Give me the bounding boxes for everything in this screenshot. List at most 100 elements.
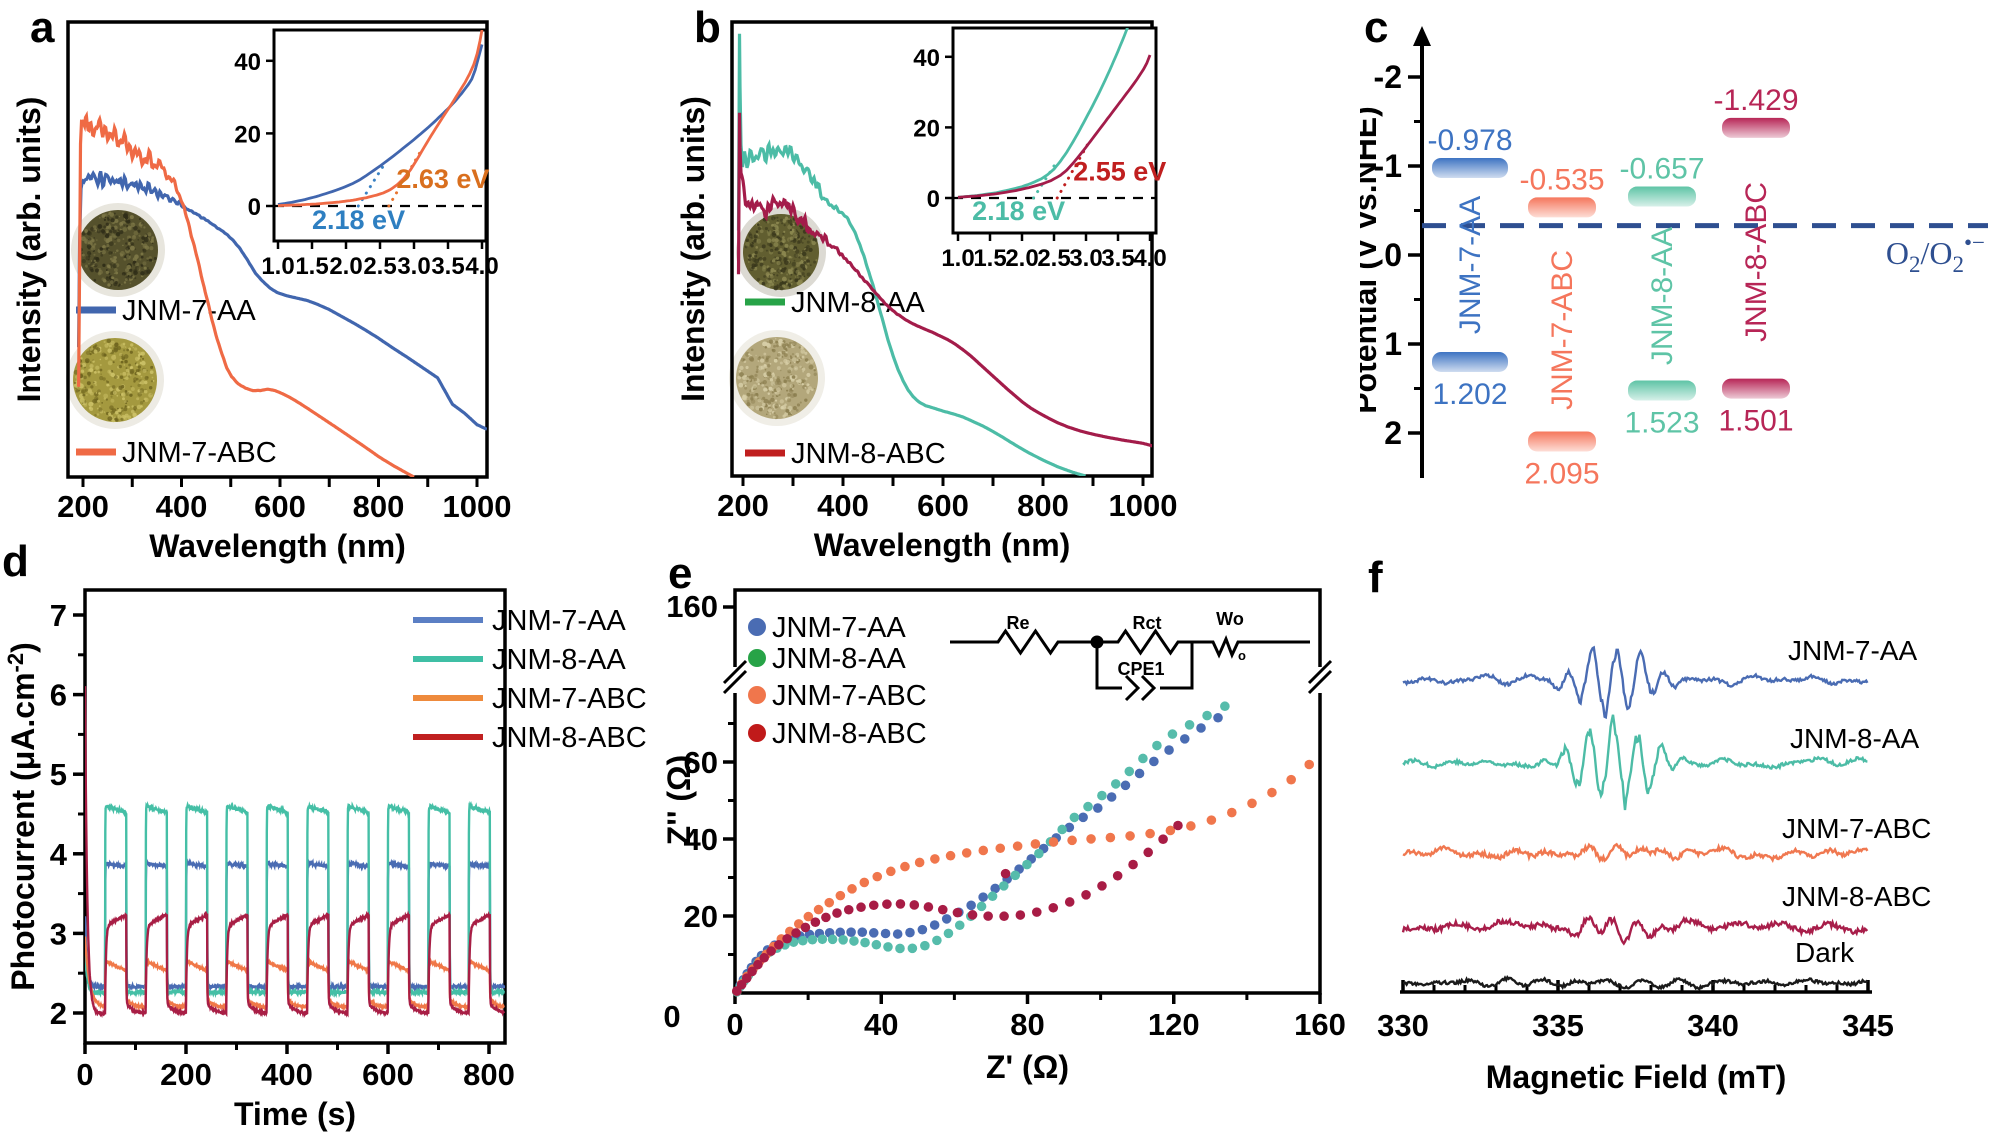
text-label: JNM-7-ABC xyxy=(492,683,647,715)
text-label: 200 xyxy=(160,1057,212,1092)
bandgap-guide xyxy=(1055,143,1089,200)
text-label: 3.0 xyxy=(397,253,430,280)
panel-f-chart: 330 335 340 345 Magnetic Field (mT) JNM-7-AA J… xyxy=(1377,635,1931,1095)
text-label: 3 xyxy=(50,916,67,951)
text-label: 40 xyxy=(864,1007,898,1042)
trace-label: JNM-8-AA xyxy=(1790,723,1919,754)
panel-e-chart: 0 40 80 120 160 Z' (Ω) 20 40 60 160 0 Z'' (Ω) JNM-7-… xyxy=(661,588,1346,1085)
text-label: 335 xyxy=(1532,1008,1584,1043)
material-name: JNM-7-AA xyxy=(1454,196,1487,334)
epr-trace-jnm-7-aa xyxy=(1402,645,1869,720)
text-label: 40 xyxy=(684,822,718,857)
potential-axis: -2 -1 0 1 2 xyxy=(1374,26,1431,478)
text-label: 2.5 xyxy=(363,253,396,280)
text-label: 160 xyxy=(1294,1007,1346,1042)
circuit-inset xyxy=(950,628,1310,702)
bandgap-annotation: 2.63 eV xyxy=(396,164,489,194)
cb-value: -0.978 xyxy=(1427,124,1512,157)
text-label: 160 xyxy=(666,589,718,624)
text-label: 800 xyxy=(353,489,405,524)
panel-c: -2 -1 0 1 2 Potential (V vs.NHE) O2/O2•− -0.978… xyxy=(1360,0,1995,565)
sample-photo-b1 xyxy=(736,207,826,297)
tauc-inset: 1.0 1.5 2.0 2.5 3.0 3.5 4.0 0 20 40 2.63 eV 2.18 eV xyxy=(234,28,499,280)
text-label: JNM-7-AA xyxy=(492,605,626,637)
epr-trace-jnm-7-abc xyxy=(1402,842,1869,864)
text-label: 2 xyxy=(1384,415,1402,451)
text-label: 200 xyxy=(717,488,769,523)
text-label: 600 xyxy=(917,488,969,523)
tauc-series-1 xyxy=(277,30,484,207)
y-axis: 7 6 5 4 3 2 xyxy=(50,598,85,1031)
text-label: 6 xyxy=(50,678,67,713)
text-label: JNM-8-AA xyxy=(772,643,906,675)
text-label: JNM-8-ABC xyxy=(492,722,647,754)
panel-d: 0 200 400 600 800 Time (s) 7 6 5 4 3 2 Photocurrent … xyxy=(0,565,660,1133)
text-label: 1000 xyxy=(1109,488,1178,523)
bandgap-annotation: 2.18 eV xyxy=(972,196,1065,226)
panel-label-e: e xyxy=(668,549,693,598)
o2-label: O2/O2•− xyxy=(1886,230,1985,277)
series-jnm-7-abc xyxy=(732,759,1315,996)
text-label: 2.0 xyxy=(329,253,362,280)
bandgap-annotation: 2.18 eV xyxy=(312,205,405,235)
vb-value: 1.202 xyxy=(1432,378,1507,411)
text-label: 120 xyxy=(1148,1007,1200,1042)
x-axis: 200 400 600 800 1000 Wavelength (nm) xyxy=(717,476,1177,563)
y-axis-title: Potential (V vs.NHE) xyxy=(1360,106,1383,414)
x-axis: 0 40 80 120 160 Z' (Ω) xyxy=(726,993,1346,1085)
circuit-label-rct: Rct xyxy=(1132,613,1161,633)
panel-label-f: f xyxy=(1368,553,1383,602)
legend: JNM-7-AA JNM-7-ABC xyxy=(76,295,277,469)
text-label: 600 xyxy=(254,489,306,524)
vb-value: 2.095 xyxy=(1524,457,1599,490)
circuit-label-cpe1: CPE1 xyxy=(1117,659,1164,679)
circuit-label-re: Re xyxy=(1006,613,1029,633)
legend: JNM-8-AA JNM-8-ABC xyxy=(745,287,946,470)
text-label: 2.0 xyxy=(1005,245,1038,272)
series-jnm-8-abc xyxy=(732,820,1183,996)
text-label: 400 xyxy=(261,1057,313,1092)
text-label: JNM-8-AA xyxy=(492,644,626,676)
text-label: 1 xyxy=(1384,326,1402,362)
x-axis: 330 335 340 345 Magnetic Field (mT) xyxy=(1377,980,1894,1095)
legend: JNM-7-AA JNM-8-AA JNM-7-ABC JNM-8-ABC xyxy=(413,605,647,754)
text-label: JNM-8-ABC xyxy=(772,718,927,750)
text-label: 0 xyxy=(726,1007,743,1042)
trace-label: JNM-7-ABC xyxy=(1782,813,1931,844)
series-jnm-8-abc xyxy=(736,112,1152,448)
y-axis-title: Photocurrent (μA.cm-2) xyxy=(3,642,41,990)
vb-value: 1.523 xyxy=(1624,407,1699,440)
x-axis-title: Magnetic Field (mT) xyxy=(1486,1059,1786,1095)
trace-label: Dark xyxy=(1795,937,1855,968)
series-jnm-7-aa xyxy=(85,857,505,993)
text-label: 800 xyxy=(463,1057,515,1092)
bandgap-annotation: 2.55 eV xyxy=(1073,156,1166,186)
text-label: 4 xyxy=(50,837,68,872)
text-label: JNM-7-AA xyxy=(122,295,256,327)
sample-photo-a1 xyxy=(71,203,165,297)
band-bar-jnm-7-aa: -0.978 1.202 JNM-7-AA xyxy=(1427,124,1512,411)
axis-break xyxy=(1307,659,1333,695)
series-jnm-7-abc xyxy=(77,110,415,477)
y-axis-title: Intensity (arb. units) xyxy=(11,97,47,403)
sample-photo-b2 xyxy=(729,330,825,426)
text-label: 0 xyxy=(76,1057,93,1092)
bandgap-guide xyxy=(1032,159,1059,200)
text-label: 1.0 xyxy=(941,245,974,272)
circuit-label-wo: Wo xyxy=(1216,609,1244,629)
text-label: 4.0 xyxy=(465,253,498,280)
band-bar-jnm-8-abc: -1.429 1.501 JNM-8-ABC xyxy=(1713,84,1798,438)
vb-value: 1.501 xyxy=(1718,405,1793,438)
trace-label: JNM-7-AA xyxy=(1788,635,1917,666)
panel-label-c: c xyxy=(1364,3,1389,52)
text-label: 200 xyxy=(57,489,109,524)
material-name: JNM-8-ABC xyxy=(1740,182,1773,342)
text-label: 2.5 xyxy=(1037,245,1070,272)
text-label: 1.5 xyxy=(295,253,328,280)
series-jnm-8-abc xyxy=(85,686,505,1018)
text-label: 2 xyxy=(50,996,67,1031)
tauc-inset: 1.01.52.02.53.03.54.0 0 20 40 2.55 eV 2.18 eV xyxy=(913,26,1167,272)
x-axis: 0 200 400 600 800 Time (s) xyxy=(76,1043,515,1132)
